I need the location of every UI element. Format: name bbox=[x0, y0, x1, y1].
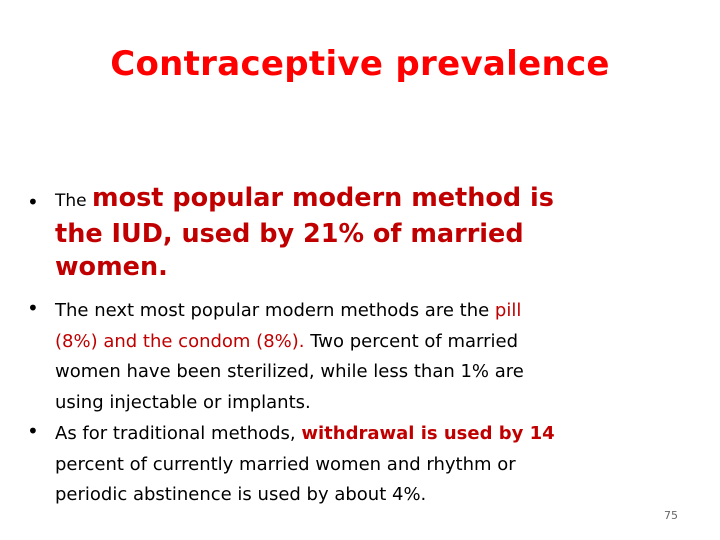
bullet-line: percent of currently married women and r… bbox=[55, 453, 516, 475]
bullet-item-iud: • The most popular modern method is the … bbox=[27, 182, 615, 284]
bullet-line: using injectable or implants. bbox=[55, 391, 311, 413]
bullet-prefix: The bbox=[55, 191, 93, 211]
bullet-line: As for traditional methods, withdrawal i… bbox=[55, 419, 615, 450]
bullet-line: The most popular modern method is bbox=[55, 182, 615, 218]
bullet-line: women. bbox=[55, 252, 168, 282]
bullet-emphasis: withdrawal is used by 14 bbox=[301, 423, 555, 444]
bullet-line: women have been sterilized, while less t… bbox=[55, 361, 524, 382]
bullet-line: the IUD, used by 21% of married bbox=[55, 219, 524, 249]
bullet-line: The next most popular modern methods are… bbox=[55, 296, 615, 327]
bullet-line: (8%) and the condom (8%). Two percent of… bbox=[55, 327, 615, 358]
bullet-text: As for traditional methods, bbox=[55, 423, 302, 444]
bullet-line: periodic abstinence is used by about 4%. bbox=[55, 484, 427, 505]
page-number: 75 bbox=[664, 509, 678, 522]
bullet-emphasis: (8%) and the condom (8%). bbox=[55, 330, 305, 352]
bullet-marker: • bbox=[27, 190, 39, 214]
bullet-emphasis: most popular modern method is bbox=[92, 183, 554, 213]
bullet-text: The next most popular modern methods are… bbox=[55, 300, 495, 321]
bullet-text: Two percent of married bbox=[304, 330, 518, 352]
slide-title: Contraceptive prevalence bbox=[110, 44, 610, 84]
bullet-item-traditional: • As for traditional methods, withdrawal… bbox=[27, 419, 615, 511]
bullet-item-pill-condom: • The next most popular modern methods a… bbox=[27, 296, 615, 418]
bullet-emphasis: pill bbox=[494, 300, 522, 321]
bullet-marker: • bbox=[27, 419, 39, 443]
bullet-marker: • bbox=[27, 296, 39, 320]
